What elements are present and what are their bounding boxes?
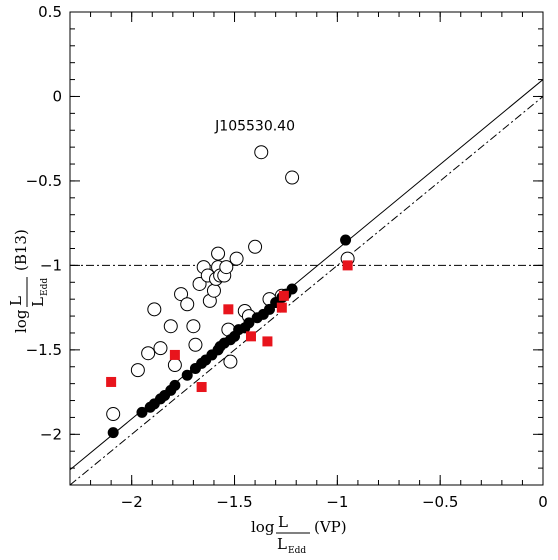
data-points xyxy=(106,145,355,439)
filled-circle-point xyxy=(286,283,298,295)
open-circle-point xyxy=(229,251,244,266)
open-circle-point xyxy=(153,341,168,356)
open-circle-point xyxy=(174,287,189,302)
open-circle-point xyxy=(180,297,195,312)
y-tick-label: 0.5 xyxy=(38,3,62,21)
red-square-point xyxy=(262,336,273,347)
filled-circle-point xyxy=(136,406,148,418)
filled-circle-point xyxy=(340,234,352,246)
open-circle-point xyxy=(106,407,121,422)
red-square-point xyxy=(106,376,117,387)
x-label-suffix: (VP) xyxy=(314,518,347,536)
y-label-frac-den-sub: Edd xyxy=(40,278,50,296)
red-square-point xyxy=(245,331,256,342)
y-label-suffix: (B13) xyxy=(12,229,30,271)
x-tick-label: −1 xyxy=(326,493,348,511)
open-circle-point xyxy=(163,319,178,334)
x-tick-label: −2 xyxy=(121,493,143,511)
red-square-point xyxy=(276,302,287,313)
open-circle-point xyxy=(248,239,263,254)
x-label-prefix: log xyxy=(251,518,275,536)
y-tick-label: −2 xyxy=(40,425,62,443)
open-circle-point xyxy=(141,346,156,361)
y-tick-label: −0.5 xyxy=(26,172,62,190)
dashdot-line xyxy=(70,96,543,485)
filled-circle-point xyxy=(181,369,193,381)
x-label-frac-num: L xyxy=(278,513,288,531)
y-label-frac-den: L xyxy=(29,297,47,307)
axis-ticks xyxy=(69,11,544,486)
y-axis-label: log L L Edd (B13) xyxy=(7,229,50,333)
x-tick-label: 0 xyxy=(538,493,548,511)
y-label-frac-num: L xyxy=(7,296,25,306)
reference-lines xyxy=(70,79,543,485)
open-circle-point xyxy=(167,358,182,373)
open-circle-point xyxy=(192,276,207,291)
filled-circle-point xyxy=(263,303,275,315)
open-circle-point xyxy=(219,260,234,275)
x-axis-label: log L L Edd (VP) xyxy=(251,513,347,556)
open-circle-point xyxy=(147,302,162,317)
y-tick-label: 0 xyxy=(52,87,62,105)
open-circle-point xyxy=(223,354,238,369)
point-annotation: J105530.40 xyxy=(214,118,295,134)
x-label-frac-den-sub: Edd xyxy=(288,546,306,556)
open-circle-point xyxy=(186,319,201,334)
red-square-point xyxy=(278,290,289,301)
open-circle-point xyxy=(188,337,203,352)
x-tick-label: −0.5 xyxy=(422,493,458,511)
filled-circle-point xyxy=(243,317,255,329)
open-circle-point xyxy=(285,170,300,185)
red-square-point xyxy=(223,304,234,315)
open-circle-point xyxy=(206,283,221,298)
open-circle-point xyxy=(254,145,269,160)
x-label-frac-den: L xyxy=(277,535,287,553)
x-tick-label: −1.5 xyxy=(216,493,252,511)
filled-circle-point xyxy=(107,427,119,439)
tick-labels: −2 −1.5 −1 −0.5 0 −2 −1.5 −1 −0.5 0 0.5 xyxy=(26,3,548,511)
y-label-prefix: log xyxy=(12,309,30,333)
red-square-point xyxy=(342,260,353,271)
open-circle-point xyxy=(211,246,226,261)
filled-circle-point xyxy=(169,379,181,391)
open-circle-point xyxy=(130,363,145,378)
annotations: J105530.40 xyxy=(214,118,295,134)
y-tick-label: −1.5 xyxy=(26,341,62,359)
red-square-point xyxy=(196,382,207,393)
red-square-point xyxy=(169,349,180,360)
y-tick-label: −1 xyxy=(40,256,62,274)
